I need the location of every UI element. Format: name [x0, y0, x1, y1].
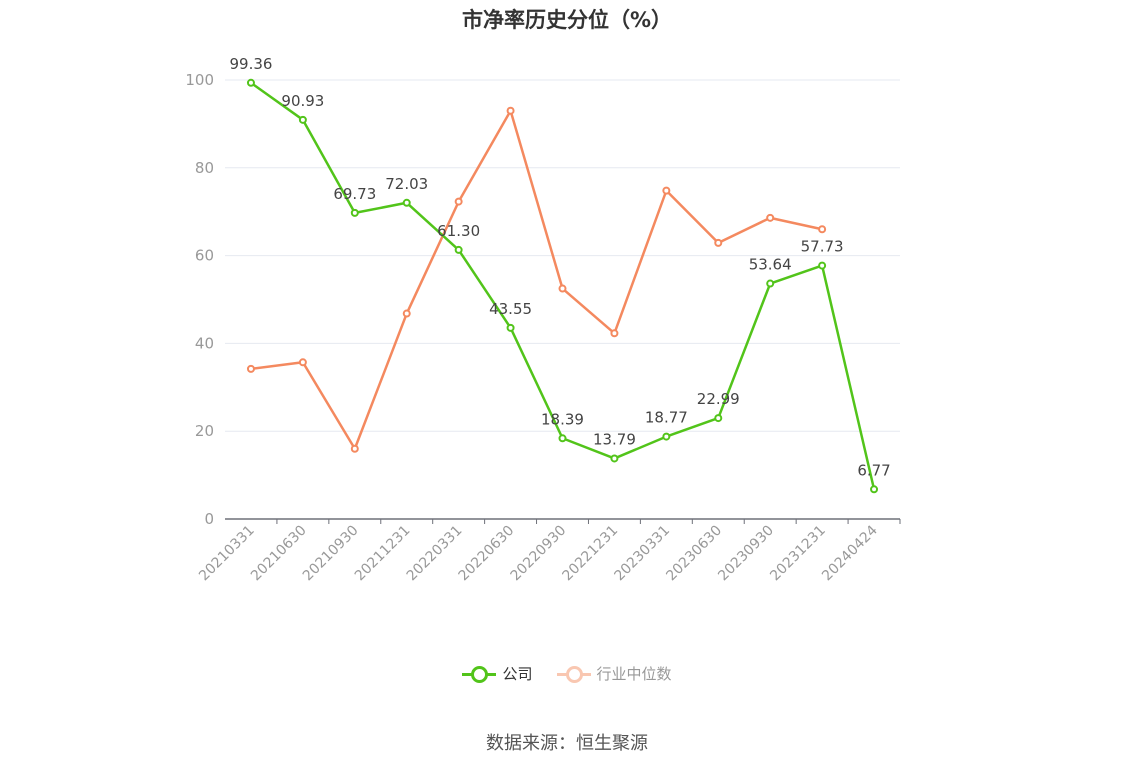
industry-median-point [454, 197, 463, 206]
company-point [454, 245, 463, 254]
industry-median-point [558, 284, 567, 293]
company-point [662, 432, 671, 441]
legend-label-industry-median: 行业中位数 [596, 665, 672, 683]
company-point [714, 414, 723, 423]
legend: 公司 行业中位数 [0, 663, 1134, 684]
data-label: 57.73 [801, 238, 844, 256]
industry-median-point [246, 364, 255, 373]
company-point [870, 485, 879, 494]
x-tick-label: 20231231 [767, 523, 829, 585]
x-tick-label: 20211231 [352, 523, 414, 585]
company-point [350, 208, 359, 217]
company-point [298, 115, 307, 124]
y-tick-label: 0 [204, 510, 214, 528]
industry-median-point [402, 309, 411, 318]
x-tick-label: 20221231 [560, 523, 622, 585]
company-point [766, 279, 775, 288]
data-label: 6.77 [857, 461, 890, 479]
company-point [818, 261, 827, 270]
company-point [246, 78, 255, 87]
data-label: 13.79 [593, 430, 636, 448]
data-label: 72.03 [385, 175, 428, 193]
industry-median-point [610, 329, 619, 338]
data-label: 18.77 [645, 409, 688, 427]
industry-median-point [818, 225, 827, 234]
x-tick-label: 20210930 [300, 523, 362, 585]
data-label: 90.93 [281, 92, 324, 110]
x-tick-label: 20240424 [819, 522, 881, 584]
series-line-industry-median [250, 109, 823, 451]
legend-item-company[interactable]: 公司 [462, 663, 533, 684]
x-tick-label: 20230331 [611, 523, 673, 585]
industry-median-point [506, 106, 515, 115]
legend-item-industry-median[interactable]: 行业中位数 [556, 663, 672, 684]
x-tick-label: 20220630 [456, 523, 518, 585]
y-tick-label: 100 [185, 71, 214, 89]
x-tick-label: 20220331 [404, 523, 466, 585]
company-point [402, 198, 411, 207]
x-tick-label: 20210331 [196, 523, 258, 585]
data-label: 99.36 [229, 55, 272, 73]
y-tick-label: 60 [195, 247, 214, 265]
data-label: 53.64 [749, 256, 792, 274]
company-point [610, 454, 619, 463]
industry-median-point [662, 186, 671, 195]
industry-median-point [350, 444, 359, 453]
industry-median-point [714, 238, 723, 247]
y-tick-label: 40 [195, 334, 214, 352]
source-note: 数据来源：恒生聚源 [486, 733, 648, 754]
x-tick-label: 20230930 [715, 523, 777, 585]
data-label: 22.99 [697, 390, 740, 408]
company-point [506, 323, 515, 332]
company-point [558, 434, 567, 443]
y-tick-label: 80 [195, 159, 214, 177]
x-tick-label: 20230630 [663, 523, 725, 585]
data-label: 61.30 [437, 222, 480, 240]
x-tick-label: 20210630 [248, 523, 310, 585]
legend-swatch-company-icon [462, 665, 497, 683]
y-tick-label: 20 [195, 422, 214, 440]
data-label: 69.73 [333, 185, 376, 203]
data-label: 43.55 [489, 300, 532, 318]
industry-median-point [766, 213, 775, 222]
x-tick-label: 20220930 [508, 523, 570, 585]
legend-swatch-industry-median-icon [556, 665, 591, 683]
legend-label-company: 公司 [502, 665, 533, 683]
data-label: 18.39 [541, 410, 584, 428]
chart-title: 市净率历史分位（%） [461, 8, 673, 32]
industry-median-point [298, 358, 307, 367]
